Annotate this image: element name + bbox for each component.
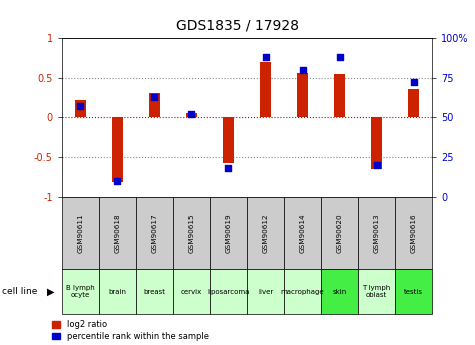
Text: GDS1835 / 17928: GDS1835 / 17928 bbox=[176, 19, 299, 33]
Point bbox=[188, 111, 195, 117]
Bar bbox=[75, 100, 86, 117]
Point bbox=[262, 54, 269, 60]
Bar bbox=[358, 269, 395, 314]
Bar bbox=[210, 197, 247, 269]
Point bbox=[373, 162, 380, 168]
Text: GSM90611: GSM90611 bbox=[77, 213, 83, 253]
Text: liver: liver bbox=[258, 288, 273, 295]
Text: GSM90612: GSM90612 bbox=[263, 213, 268, 253]
Text: GSM90613: GSM90613 bbox=[374, 213, 380, 253]
Text: liposarcoma: liposarcoma bbox=[207, 288, 250, 295]
Bar bbox=[395, 197, 432, 269]
Point bbox=[114, 178, 121, 184]
Legend: log2 ratio, percentile rank within the sample: log2 ratio, percentile rank within the s… bbox=[52, 321, 209, 341]
Text: B lymph
ocyte: B lymph ocyte bbox=[66, 285, 95, 298]
Bar bbox=[112, 117, 123, 183]
Bar bbox=[62, 269, 99, 314]
Point bbox=[299, 67, 306, 72]
Point bbox=[336, 54, 343, 60]
Bar bbox=[260, 62, 271, 117]
Bar bbox=[149, 93, 160, 117]
Text: GSM90620: GSM90620 bbox=[337, 213, 342, 253]
Bar bbox=[136, 269, 173, 314]
Bar bbox=[321, 269, 358, 314]
Text: cell line: cell line bbox=[2, 287, 38, 296]
Text: GSM90618: GSM90618 bbox=[114, 213, 120, 253]
Bar bbox=[99, 269, 136, 314]
Point bbox=[225, 165, 232, 171]
Bar bbox=[408, 89, 419, 117]
Bar bbox=[321, 197, 358, 269]
Text: GSM90619: GSM90619 bbox=[226, 213, 231, 253]
Bar bbox=[62, 197, 99, 269]
Text: GSM90614: GSM90614 bbox=[300, 213, 305, 253]
Bar bbox=[395, 269, 432, 314]
Text: cervix: cervix bbox=[181, 288, 202, 295]
Text: ▶: ▶ bbox=[47, 287, 54, 296]
Bar bbox=[297, 73, 308, 117]
Text: breast: breast bbox=[143, 288, 165, 295]
Bar bbox=[247, 197, 284, 269]
Bar bbox=[186, 113, 197, 117]
Text: brain: brain bbox=[108, 288, 126, 295]
Bar bbox=[247, 269, 284, 314]
Bar bbox=[223, 117, 234, 163]
Text: skin: skin bbox=[332, 288, 347, 295]
Text: testis: testis bbox=[404, 288, 423, 295]
Point bbox=[76, 104, 84, 109]
Bar bbox=[173, 269, 210, 314]
Text: GSM90617: GSM90617 bbox=[152, 213, 157, 253]
Bar bbox=[334, 73, 345, 117]
Text: macrophage: macrophage bbox=[281, 288, 324, 295]
Bar bbox=[284, 197, 321, 269]
Bar bbox=[99, 197, 136, 269]
Point bbox=[151, 94, 158, 99]
Bar bbox=[358, 197, 395, 269]
Text: T lymph
oblast: T lymph oblast bbox=[362, 285, 391, 298]
Text: GSM90615: GSM90615 bbox=[189, 213, 194, 253]
Bar bbox=[210, 269, 247, 314]
Bar bbox=[173, 197, 210, 269]
Text: GSM90616: GSM90616 bbox=[411, 213, 417, 253]
Point bbox=[410, 80, 418, 85]
Bar bbox=[371, 117, 382, 169]
Bar bbox=[284, 269, 321, 314]
Bar bbox=[136, 197, 173, 269]
